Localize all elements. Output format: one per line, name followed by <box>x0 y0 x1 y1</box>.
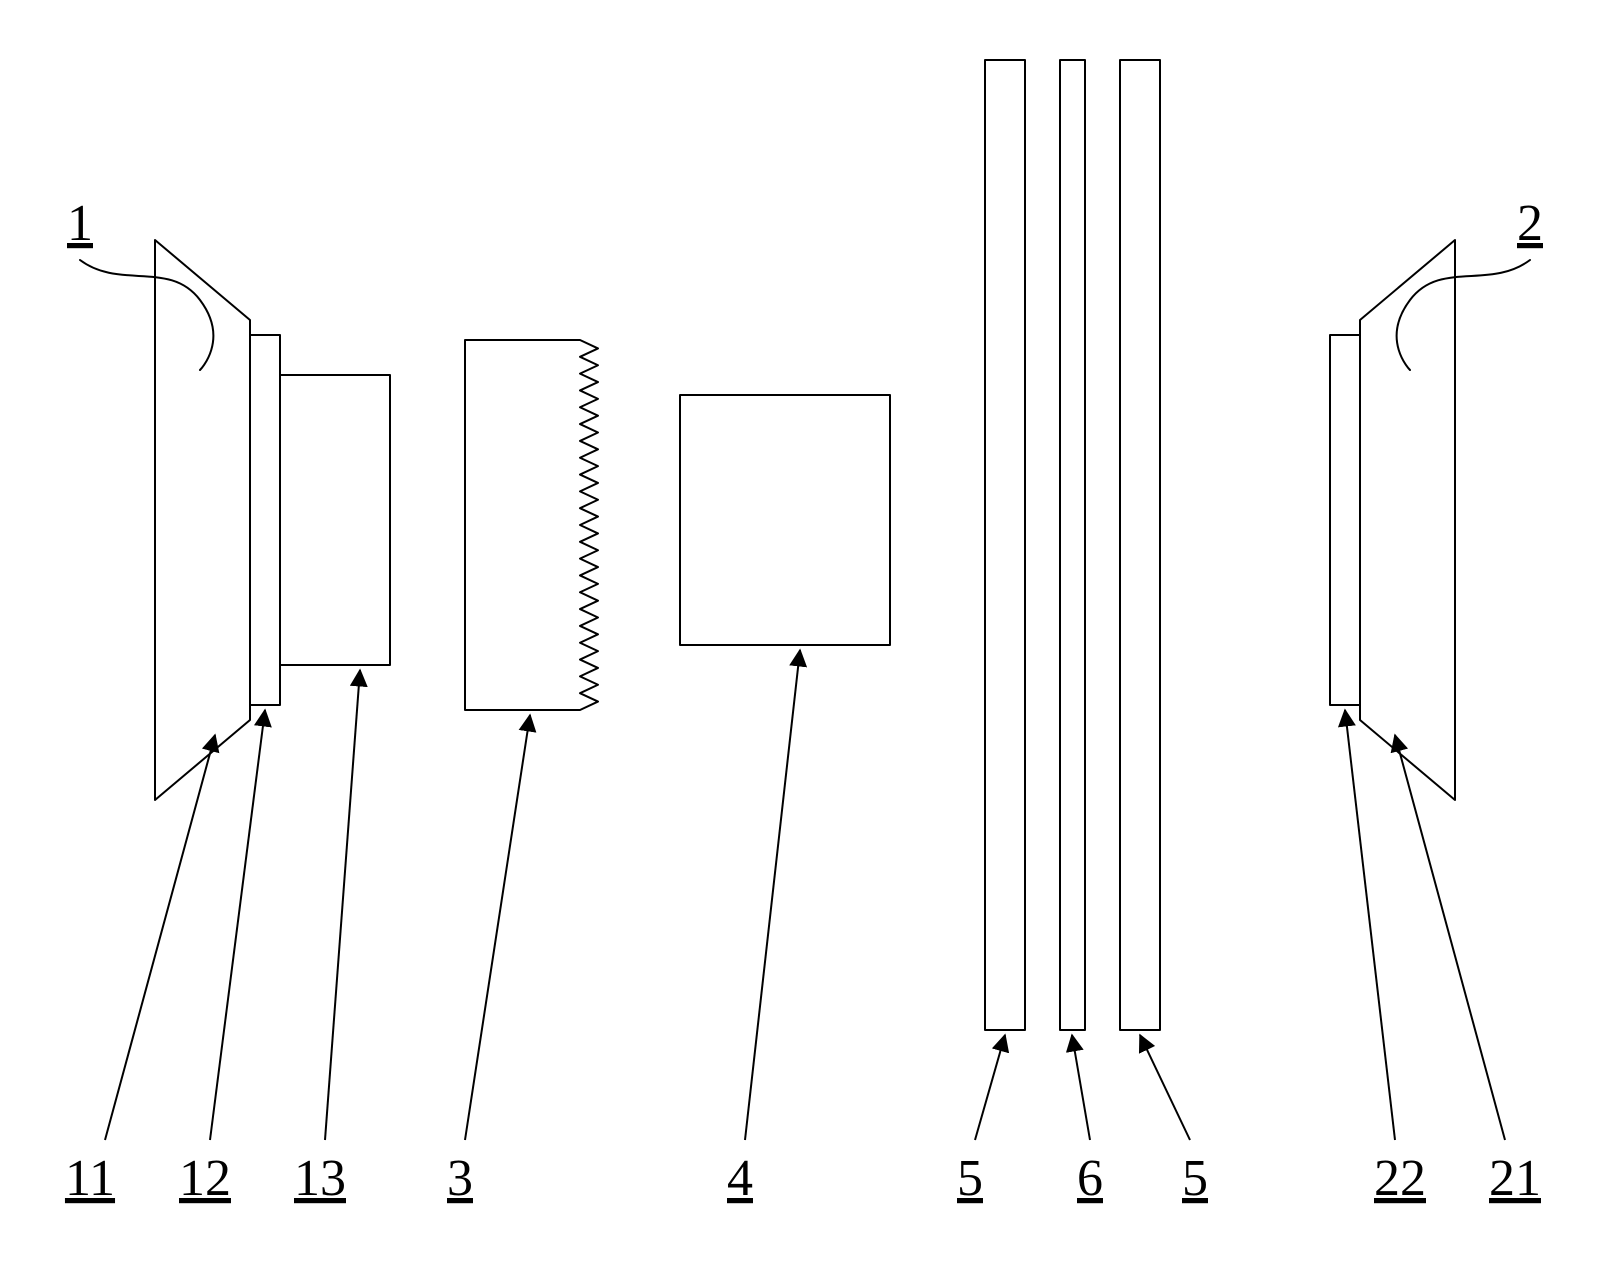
svg-text:1: 1 <box>67 195 93 252</box>
svg-text:22: 22 <box>1374 1150 1426 1207</box>
svg-text:12: 12 <box>179 1150 231 1207</box>
svg-text:21: 21 <box>1489 1150 1541 1207</box>
svg-text:13: 13 <box>294 1150 346 1207</box>
svg-text:2: 2 <box>1517 195 1543 252</box>
svg-text:5: 5 <box>957 1150 983 1207</box>
svg-text:11: 11 <box>65 1150 115 1207</box>
svg-text:3: 3 <box>447 1150 473 1207</box>
svg-text:6: 6 <box>1077 1150 1103 1207</box>
svg-text:5: 5 <box>1182 1150 1208 1207</box>
svg-text:4: 4 <box>727 1150 753 1207</box>
